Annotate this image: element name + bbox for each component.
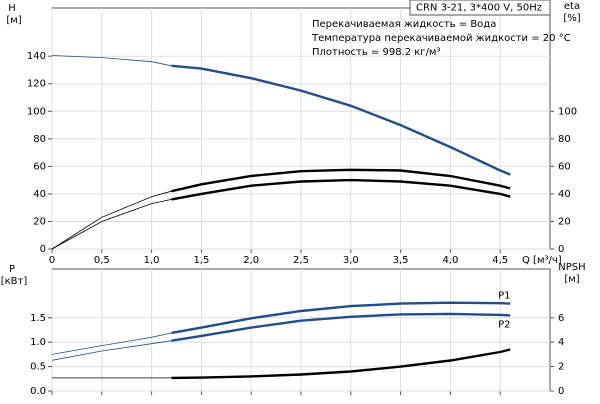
- y-tick-label: 80: [33, 134, 46, 145]
- y-tick-label: 140: [27, 51, 46, 62]
- y2-tick-label: 0: [558, 386, 564, 397]
- y-tick-label: 40: [33, 189, 46, 200]
- curve-operating: [171, 301, 511, 335]
- y-axis-label: P: [9, 264, 15, 275]
- x-tick-label: 0: [49, 255, 55, 266]
- x-axis-label: Q [м³/ч]: [522, 255, 562, 266]
- y-tick-label: 1.0: [30, 337, 46, 348]
- series-label: P1: [498, 291, 510, 302]
- y-tick-label: 0.0: [30, 386, 46, 397]
- y2-axis-unit: [%]: [563, 13, 580, 24]
- info-box: [409, 0, 551, 16]
- x-tick-label: 4,5: [492, 255, 508, 266]
- x-tick-label: 3,0: [343, 255, 359, 266]
- y2-tick-label: 4: [558, 337, 564, 348]
- y-tick-label: 20: [33, 216, 46, 227]
- y2-axis-unit: [м]: [564, 274, 579, 285]
- y-tick-label: 0.5: [30, 362, 46, 373]
- y2-tick-label: 100: [558, 106, 577, 117]
- y2-tick-label: 0: [558, 244, 564, 255]
- y-tick-label: 100: [27, 106, 46, 117]
- annotation: CRN 3-21, 3*400 V, 50Hz: [416, 3, 542, 14]
- y2-tick-label: 40: [558, 189, 571, 200]
- y2-tick-label: 20: [558, 216, 571, 227]
- annotation: Плотность = 998.2 кг/м³: [312, 47, 441, 58]
- x-tick-label: 2,5: [293, 255, 309, 266]
- curve-operating: [171, 168, 511, 193]
- y-tick-label: 0: [40, 244, 46, 255]
- x-tick-label: 1,5: [193, 255, 209, 266]
- y-tick-label: 120: [27, 79, 46, 90]
- y-axis-unit: [кВт]: [1, 276, 28, 287]
- annotation: Перекачиваемая жидкость = Вода: [312, 19, 496, 30]
- y2-tick-label: 6: [558, 313, 564, 324]
- curve-operating: [171, 64, 511, 176]
- y2-tick-label: 80: [558, 134, 571, 145]
- x-tick-label: 2,0: [243, 255, 259, 266]
- x-tick-label: 1,0: [144, 255, 160, 266]
- series-label: P2: [498, 319, 510, 330]
- y2-axis-label: NPSH: [558, 262, 585, 273]
- x-tick-label: 3,5: [393, 255, 409, 266]
- y-tick-label: 1.5: [30, 313, 46, 324]
- annotation: Температура перекачиваемой жидкости = 20…: [311, 33, 571, 44]
- curve-operating: [171, 178, 511, 201]
- y2-tick-label: 2: [558, 362, 564, 373]
- x-tick-label: 0,5: [94, 255, 110, 266]
- y-axis-unit: [м]: [6, 15, 21, 26]
- y2-tick-label: 60: [558, 161, 571, 172]
- y-tick-label: 60: [33, 161, 46, 172]
- curve-operating: [171, 348, 511, 380]
- x-tick-label: 4,0: [442, 255, 458, 266]
- curve-operating: [171, 312, 511, 342]
- y2-axis-label: eta: [564, 1, 580, 12]
- y-axis-label: H: [8, 3, 16, 14]
